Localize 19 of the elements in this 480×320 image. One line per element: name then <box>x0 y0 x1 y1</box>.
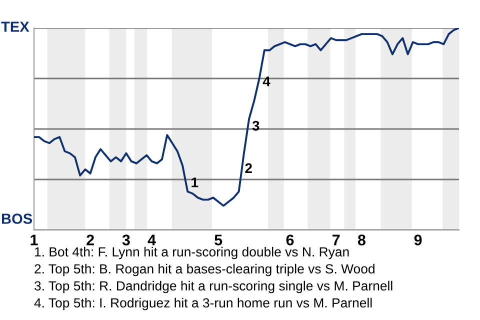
annotation: 1 <box>192 178 198 188</box>
text: TEX <box>1 22 30 32</box>
annotation: 3 <box>252 120 260 131</box>
x-tick-label: 2 <box>86 234 94 246</box>
x-tick-label: 6 <box>286 234 294 246</box>
x-tick-label: 9 <box>414 234 422 246</box>
annotation: 4 <box>262 76 270 86</box>
text: 2. Top 5th: B. Rogan hit a bases-clearing triple vs S. Wood <box>34 264 374 276</box>
x-tick-label: 3 <box>122 234 130 246</box>
x-tick-label: 7 <box>332 234 340 246</box>
x-tick-label: 8 <box>358 234 366 246</box>
annotation: 2 <box>245 163 252 173</box>
x-tick-label: 1 <box>30 234 38 246</box>
text: 4. Top 5th: I. Rodriguez hit a 3-run home run vs M. Parnell <box>34 298 372 310</box>
text: 1. Bot 4th: F. Lynn hit a run-scoring double vs N. Ryan <box>35 246 349 260</box>
x-tick-label: 4 <box>148 234 156 246</box>
x-tick-label: 5 <box>214 234 222 246</box>
text: 3. Top 5th: R. Dandridge hit a run-scoring single vs M. Parnell <box>34 280 392 294</box>
text: BOS <box>2 214 32 224</box>
